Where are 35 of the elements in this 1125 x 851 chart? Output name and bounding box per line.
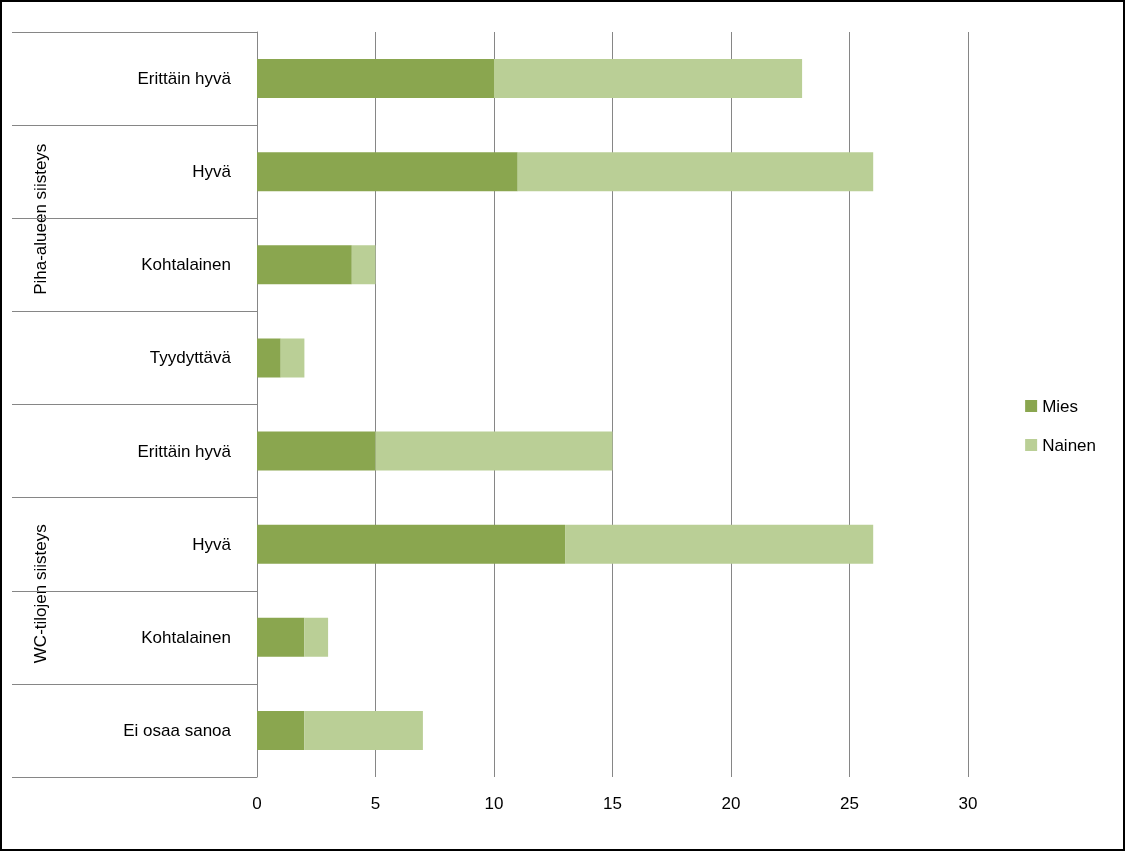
legend-label: Nainen	[1042, 435, 1096, 455]
y-tick-label: Tyydyttävä	[149, 348, 232, 368]
bar	[257, 338, 281, 378]
bar	[304, 617, 329, 657]
bar	[257, 152, 518, 192]
y-tick-label: Kohtalainen	[141, 255, 231, 275]
legend-label: Mies	[1042, 396, 1079, 416]
bar	[375, 431, 613, 471]
y-tick-label: Erittäin hyvä	[137, 69, 232, 89]
x-tick-label: 20	[721, 794, 741, 813]
y-tick-label: Hyvä	[192, 534, 232, 554]
x-tick-label: 30	[958, 794, 978, 813]
bar	[257, 431, 376, 471]
x-tick-label: 10	[484, 794, 504, 813]
x-tick-label: 15	[603, 794, 622, 813]
x-tick-label: 5	[370, 794, 381, 813]
x-tick-label: 25	[840, 794, 859, 813]
bar	[257, 245, 352, 285]
y-tick-label: Ei osaa sanoa	[123, 720, 232, 740]
text: WC-tilojen siisteys	[30, 524, 50, 664]
y-tick-label: Hyvä	[192, 162, 232, 182]
bar	[517, 152, 874, 192]
bar	[565, 524, 874, 564]
bar	[257, 59, 494, 99]
y-tick-label: Kohtalainen	[141, 627, 231, 647]
bar	[304, 710, 423, 750]
x-tick-label: 0	[252, 794, 262, 813]
bar	[257, 710, 305, 750]
bar	[494, 59, 803, 99]
bar	[280, 338, 305, 378]
y-tick-label: Erittäin hyvä	[137, 441, 232, 461]
bar	[257, 524, 566, 564]
bar	[257, 617, 305, 657]
text: Piha-alueen siisteys	[30, 143, 50, 295]
bar	[351, 245, 376, 285]
